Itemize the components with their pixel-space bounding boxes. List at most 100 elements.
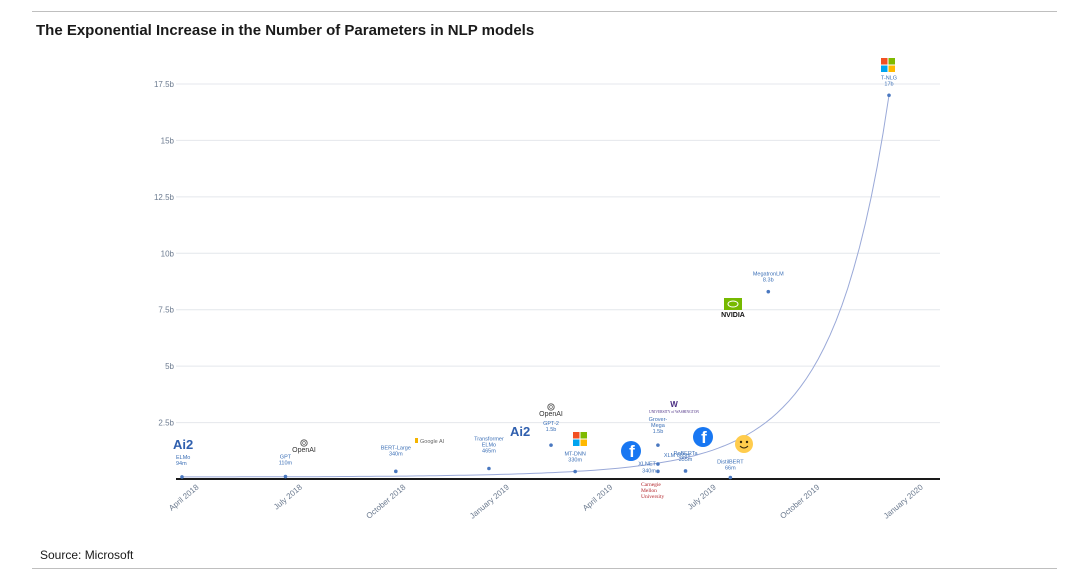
data-label-name: ELMo (482, 443, 496, 449)
source-note: Source: Microsoft (40, 548, 134, 562)
data-label-value: 1.5b (546, 427, 557, 433)
microsoft-square (580, 432, 587, 439)
cmu-logo-text: University (641, 494, 664, 500)
data-label-value: 8.3b (763, 278, 774, 284)
microsoft-logo (573, 432, 587, 446)
data-label-value: 17b (884, 81, 893, 87)
y-tick-label: 12.5b (154, 193, 175, 202)
ai2-logo-text: Ai2 (173, 437, 193, 452)
data-point-gpt (283, 474, 288, 479)
microsoft-square (888, 58, 895, 65)
google-ai-icon (415, 438, 418, 443)
cmu-logo-text: Mellon (641, 488, 657, 494)
x-tick-label: October 2018 (365, 482, 408, 520)
data-label-name: Mega (651, 423, 666, 429)
hugging-face-mouth (739, 445, 749, 449)
data-point-megatronlm (766, 289, 771, 294)
data-point-xlm (656, 462, 660, 466)
microsoft-logo (881, 58, 895, 72)
data-point-xlnet (656, 469, 660, 474)
y-tick-label: 15b (161, 136, 175, 145)
data-label-name: T-NLG (881, 75, 897, 81)
data-label-value: 340m (642, 468, 656, 474)
x-tick-label: April 2019 (581, 482, 615, 512)
nvidia-eye-icon (724, 298, 742, 310)
bottom-rule (32, 568, 1057, 569)
data-point-elmo (180, 475, 184, 479)
data-point-gpt-2 (549, 443, 553, 447)
x-tick-label: July 2019 (686, 482, 718, 511)
ai2-logo: Ai2 (173, 437, 193, 452)
data-point-bert-large (394, 469, 398, 474)
data-point-grover-mega (656, 443, 660, 447)
y-tick-label: 5b (165, 362, 174, 371)
data-label-value: 355m (679, 457, 693, 463)
nvidia-eye-inner (727, 300, 739, 308)
y-tick-label: 17.5b (154, 80, 175, 89)
hugging-face-eye (745, 440, 749, 444)
trend-curve (182, 95, 890, 478)
uw-logo-text: UNIVERSITY of WASHINGTON (649, 410, 699, 414)
microsoft-square (888, 65, 895, 72)
data-label-value: 66m (725, 466, 736, 472)
top-rule (32, 11, 1057, 12)
x-tick-label: January 2019 (468, 482, 511, 520)
microsoft-square (881, 58, 888, 65)
ai2-logo-text: Ai2 (510, 424, 530, 439)
google-ai-logo: Google AI (415, 438, 445, 445)
data-label-name: BERT-Large (381, 445, 411, 451)
x-tick-label: October 2019 (778, 482, 821, 520)
openai-logo: OpenAI (292, 439, 316, 454)
hugging-face-eye (739, 440, 743, 444)
data-label-value: 1.5b (653, 429, 664, 435)
data-label-name: MT-DNN (564, 452, 585, 458)
facebook-logo: f (693, 427, 713, 447)
data-point-t-nlg (887, 93, 891, 98)
data-label-value: 94m (176, 461, 187, 467)
data-labels: ELMo94mGPT110mBERT-Large340mTransformerE… (176, 75, 897, 474)
grid-lines (176, 83, 940, 424)
page-title: The Exponential Increase in the Number o… (36, 22, 535, 39)
data-point-mt-dnn (573, 469, 577, 474)
data-point-transformer-elmo (487, 466, 491, 471)
openai-logo-text: OpenAI (539, 411, 563, 418)
data-label-name: XLM 665m (664, 453, 691, 459)
x-axis-ticks: April 2018 July 2018 October 2018 January 2… (167, 482, 925, 520)
y-tick-label: 2.5b (158, 419, 174, 428)
data-point-roberta (683, 469, 688, 473)
y-axis-ticks: 2.5b 5b 7.5b 10b 12.5b 15b 17.5b (154, 80, 175, 428)
data-label-name: GPT-2 (543, 421, 559, 427)
microsoft-square (573, 439, 580, 446)
data-label-name: Transformer (474, 437, 504, 443)
openai-icon (300, 439, 308, 447)
data-label-name: RoBERTa (673, 451, 698, 457)
y-tick-label: 7.5b (158, 306, 174, 315)
nvidia-text: NVIDIA (721, 312, 745, 319)
data-label-value: 110m (279, 461, 293, 467)
openai-icon-inner (302, 441, 306, 445)
microsoft-square (580, 439, 587, 446)
x-tick-label: January 2020 (882, 482, 925, 520)
facebook-f-icon: f (701, 428, 707, 447)
data-point-distilbert (728, 475, 733, 480)
y-tick-label: 10b (161, 249, 175, 258)
x-tick-label: April 2018 (167, 482, 201, 512)
hugging-face-icon (735, 435, 753, 453)
data-label-name: Grover- (649, 417, 668, 423)
microsoft-square (573, 432, 580, 439)
openai-logo-text: OpenAI (292, 447, 316, 454)
cmu-logo-text: Carnegie (641, 482, 661, 488)
data-label-name: ELMo (176, 455, 190, 461)
data-label-name: GPT (280, 455, 292, 461)
google-ai-text: Google AI (420, 439, 445, 445)
data-label-name: XLNET (638, 461, 656, 467)
facebook-logo: f (621, 441, 641, 461)
facebook-circle (621, 441, 641, 461)
openai-icon-inner (549, 405, 553, 409)
data-points (180, 93, 891, 480)
facebook-f-icon: f (629, 442, 635, 461)
